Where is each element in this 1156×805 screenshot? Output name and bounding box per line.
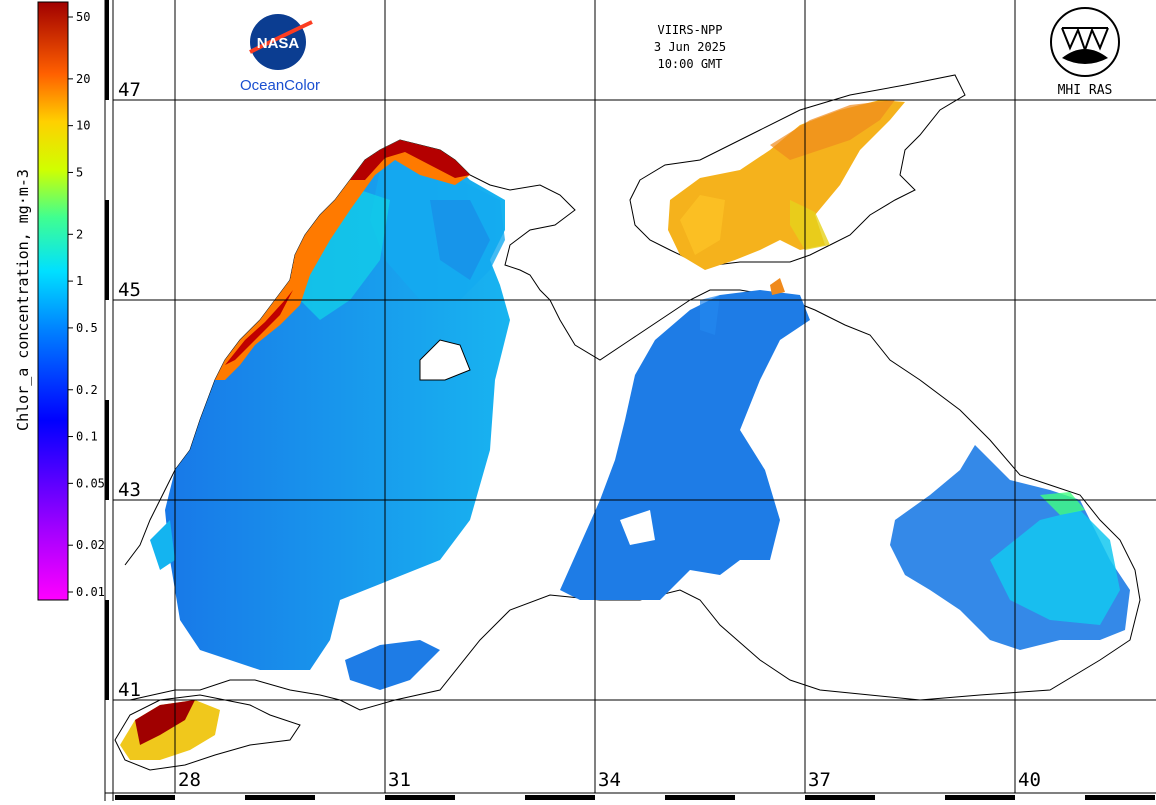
- sensor-name: VIIRS-NPP: [657, 23, 722, 37]
- lon-label-37: 37: [808, 769, 831, 791]
- sea-of-azov: [629, 74, 966, 270]
- colorbar-tick-label: 10: [76, 119, 90, 133]
- colorbar-tick-label: 1: [76, 274, 83, 288]
- lat-label-45: 45: [118, 279, 141, 301]
- mhi-ras-caption: MHI RAS: [1058, 83, 1113, 98]
- acquisition-date: 3 Jun 2025: [654, 40, 726, 54]
- mhi-emblem-icon: [1050, 7, 1120, 77]
- mhi-ras-logo: MHI RAS: [1050, 7, 1120, 98]
- oceancolor-caption: OceanColor: [240, 77, 320, 94]
- colorbar: 50 20 10 5 2 1 0.5 0.2 0.1 0.05 0.02 0.01 Chlor_a c…: [14, 1, 105, 601]
- lon-label-40: 40: [1018, 769, 1041, 791]
- colorbar-ticks: 50 20 10 5 2 1 0.5 0.2 0.1 0.05 0.02 0.01: [68, 10, 105, 599]
- colorbar-tick-label: 5: [76, 165, 83, 179]
- colorbar-tick-label: 0.1: [76, 430, 98, 444]
- lon-label-28: 28: [178, 769, 201, 791]
- header-info: VIIRS-NPP 3 Jun 2025 10:00 GMT: [654, 23, 726, 71]
- lat-label-43: 43: [118, 479, 141, 501]
- longitude-labels: 28 31 34 37 40: [178, 769, 1041, 791]
- colorbar-tick-label: 2: [76, 227, 83, 241]
- lat-label-41: 41: [118, 679, 141, 701]
- eastern-basin-water: [560, 278, 1130, 650]
- marmara-sea: [114, 694, 301, 771]
- nasa-logo-text: NASA: [257, 35, 300, 52]
- lon-label-34: 34: [598, 769, 621, 791]
- nasa-meatball-icon: [250, 14, 306, 70]
- colorbar-tick-label: 0.2: [76, 383, 98, 397]
- lon-label-31: 31: [388, 769, 411, 791]
- colorbar-tick-label: 0.05: [76, 476, 105, 490]
- lat-label-47: 47: [118, 79, 141, 101]
- latitude-ruler: [104, 0, 114, 801]
- colorbar-tick-label: 0.02: [76, 538, 105, 552]
- longitude-ruler: [105, 792, 1156, 800]
- colorbar-tick-label: 50: [76, 10, 90, 24]
- colorbar-tick-label: 0.01: [76, 585, 105, 599]
- latitude-labels: 47 45 43 41: [118, 79, 141, 701]
- colorbar-tick-label: 20: [76, 72, 90, 86]
- western-basin-water: [150, 140, 510, 690]
- colorbar-title: Chlor_a concentration, mg·m-3: [14, 169, 32, 431]
- colorbar-gradient: [37, 1, 69, 601]
- graticule: [113, 0, 1156, 793]
- colorbar-tick-label: 0.5: [76, 321, 98, 335]
- acquisition-time: 10:00 GMT: [657, 57, 722, 71]
- nasa-logo: NASA OceanColor: [240, 14, 320, 94]
